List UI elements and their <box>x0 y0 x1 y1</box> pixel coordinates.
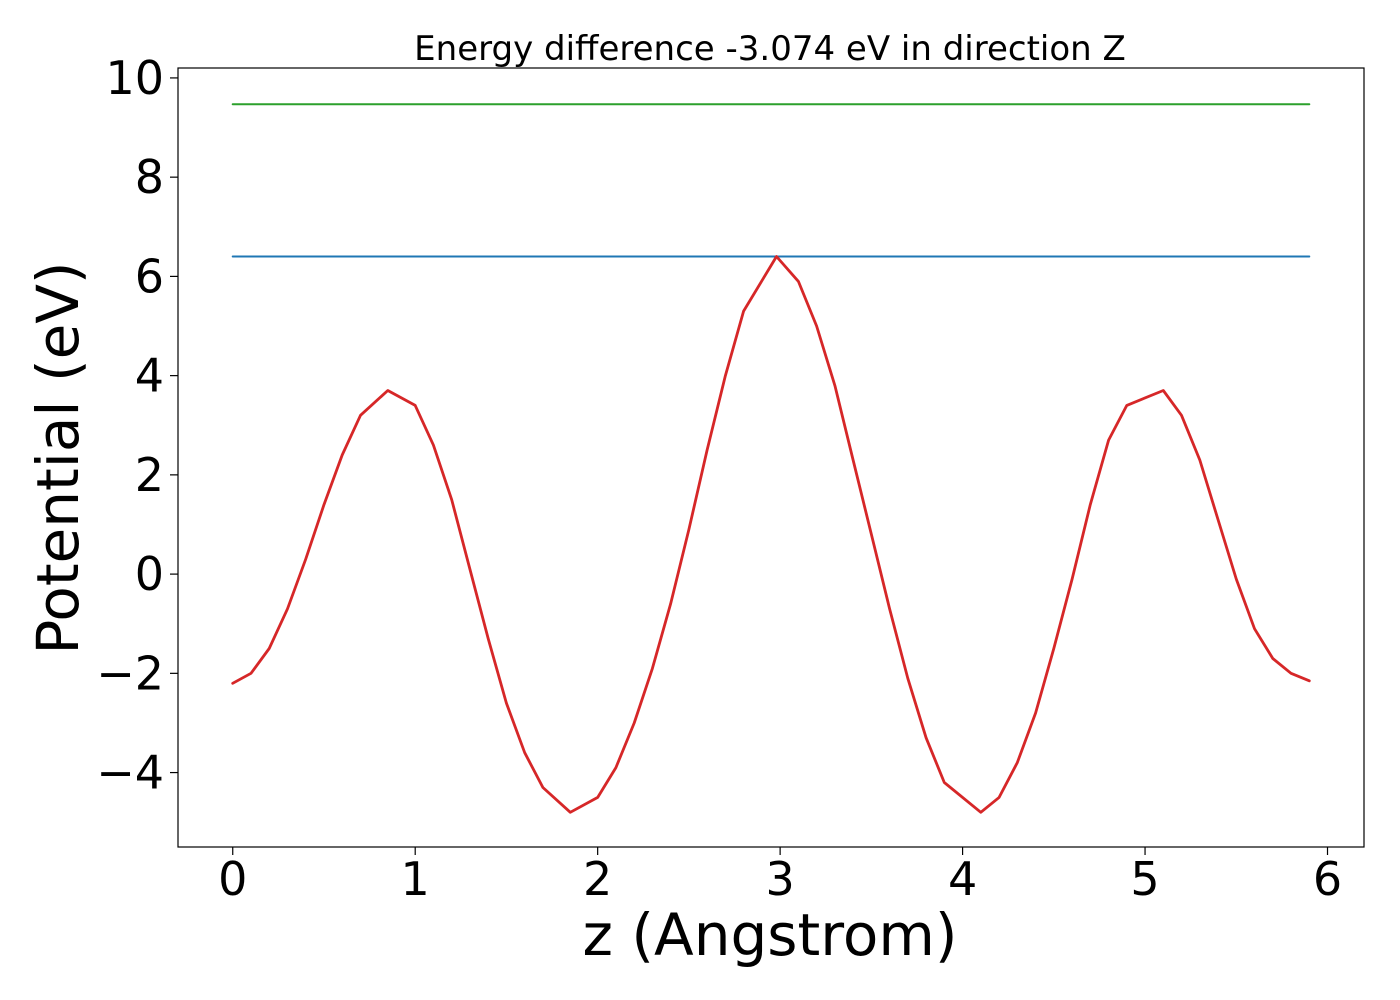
y-tick-label: 10 <box>105 51 164 105</box>
y-axis-label: Potential (eV) <box>24 261 92 654</box>
plot-lines <box>231 103 1311 814</box>
series-line-0 <box>231 255 1311 814</box>
chart-title: Energy difference -3.074 eV in direction… <box>414 29 1126 69</box>
y-tick-label: 8 <box>135 150 164 204</box>
y-tick-label: 2 <box>135 448 164 502</box>
y-tick-label: 6 <box>135 249 164 303</box>
x-tick-label: 3 <box>765 852 794 906</box>
x-tick-label: 6 <box>1313 852 1342 906</box>
plot-frame <box>177 67 1365 848</box>
y-tick-label: 4 <box>135 349 164 403</box>
x-tick-label: 1 <box>401 852 430 906</box>
y-tick-label: −4 <box>96 746 164 800</box>
y-tick-label: 0 <box>135 547 164 601</box>
x-axis-label: z (Angstrom) <box>583 901 958 969</box>
y-axis: −4 −2 0 2 4 6 8 10 <box>96 51 178 800</box>
x-tick-label: 0 <box>218 852 247 906</box>
x-axis: 0 1 2 3 4 5 6 <box>218 847 1342 906</box>
x-tick-label: 5 <box>1130 852 1159 906</box>
y-tick-label: −2 <box>96 646 164 700</box>
x-tick-label: 4 <box>948 852 977 906</box>
x-tick-label: 2 <box>583 852 612 906</box>
